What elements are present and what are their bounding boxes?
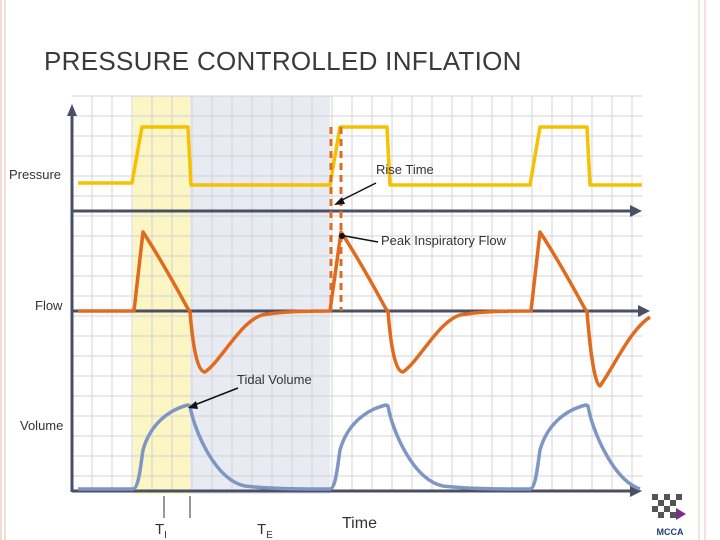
flow-axis-arrow (638, 305, 650, 317)
ti-label: TI (155, 521, 167, 540)
peak-flow-arrow (344, 235, 379, 243)
tidal-volume-arrowhead (188, 401, 198, 409)
rise-time-arrow (337, 182, 377, 203)
pressure-row-label: Pressure (9, 167, 61, 182)
time-axis-label: Time (342, 515, 377, 532)
tidal-volume-arrow (191, 387, 239, 407)
mcca-logo-icon (652, 494, 686, 520)
rise-time-arrowhead (334, 197, 345, 205)
flow-row-label: Flow (35, 298, 63, 313)
peak-flow-arrowhead (339, 233, 345, 239)
tidal-volume-label: Tidal Volume (237, 372, 312, 387)
expiration-phase-shade (190, 96, 330, 494)
background-grid (72, 95, 642, 492)
peak-flow-label: Peak Inspiratory Flow (381, 233, 507, 248)
slide-left-border (0, 0, 10, 540)
te-label: TE (257, 521, 273, 540)
pressure-waveform (78, 125, 642, 187)
slide-right-border (690, 0, 720, 540)
pressure-axis-arrow (630, 205, 642, 217)
volume-waveform (78, 403, 641, 491)
flow-waveform (78, 230, 652, 388)
slide-title: PRESSURE CONTROLLED INFLATION (44, 46, 522, 76)
mcca-logo-text: MCCA (656, 527, 684, 537)
rise-time-label: Rise Time (376, 162, 434, 177)
volume-row-label: Volume (20, 418, 63, 433)
vertical-axis-arrow (67, 104, 77, 116)
time-axis-arrow (630, 485, 642, 497)
